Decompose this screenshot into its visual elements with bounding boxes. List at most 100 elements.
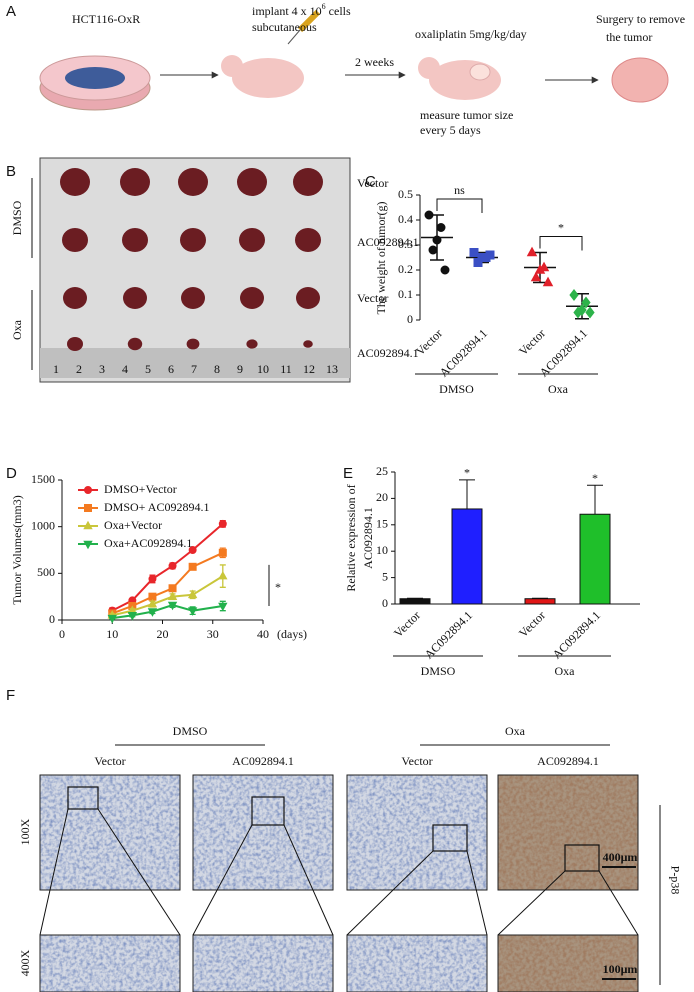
point bbox=[569, 288, 579, 302]
point bbox=[187, 589, 198, 599]
y-tick-label: 25 bbox=[376, 464, 388, 478]
zoom-line bbox=[497, 870, 566, 936]
error-bar bbox=[459, 479, 475, 509]
tumor bbox=[178, 168, 208, 196]
group-label: Oxa bbox=[548, 382, 569, 396]
legend-marker bbox=[84, 486, 92, 494]
x-tick-label: Vector bbox=[516, 608, 548, 640]
zoom-box bbox=[432, 824, 468, 852]
column-label: AC092894.1 bbox=[232, 754, 294, 768]
cells bbox=[65, 67, 125, 89]
schematic: HCT116-OxR implant 4 x 106 cells subcuta… bbox=[39, 2, 685, 137]
bar bbox=[399, 598, 431, 605]
zoom-line bbox=[283, 824, 334, 936]
point bbox=[581, 296, 591, 309]
surgery: the tumor bbox=[606, 30, 652, 44]
ihc-frame bbox=[192, 774, 334, 891]
x-tick-label: AC092894.1 bbox=[437, 326, 491, 380]
ihc-frame bbox=[346, 774, 488, 891]
ruler-number: 11 bbox=[280, 362, 292, 376]
tumor bbox=[186, 338, 200, 350]
column-label: AC092894.1 bbox=[537, 754, 599, 768]
point bbox=[218, 602, 228, 612]
point bbox=[526, 246, 538, 257]
zoom-line bbox=[97, 808, 181, 936]
tumor bbox=[60, 168, 90, 196]
interval: 2 weeks bbox=[355, 55, 394, 69]
point bbox=[573, 306, 583, 319]
ihc-texture bbox=[498, 775, 638, 890]
tumor bbox=[239, 228, 265, 252]
point bbox=[147, 608, 158, 617]
ihc-texture bbox=[40, 935, 180, 992]
y-tick-label: 0 bbox=[407, 312, 413, 326]
tumor bbox=[123, 287, 147, 309]
y-tick-label: 1000 bbox=[31, 518, 55, 532]
magnification: 100X bbox=[18, 818, 32, 845]
annotation: * bbox=[275, 580, 281, 594]
point bbox=[485, 250, 495, 260]
tumor bbox=[611, 57, 669, 103]
y-tick-label: 0.1 bbox=[398, 287, 413, 301]
tumor bbox=[67, 337, 83, 351]
mouse bbox=[232, 58, 304, 98]
point bbox=[167, 601, 178, 611]
panel-label: A bbox=[6, 3, 16, 20]
point bbox=[107, 614, 117, 624]
bar bbox=[524, 598, 556, 605]
zoom-box bbox=[251, 796, 285, 826]
annotation: ns bbox=[454, 183, 465, 197]
ruler bbox=[40, 348, 350, 378]
point bbox=[187, 607, 198, 616]
group-label: DMSO bbox=[439, 382, 474, 396]
annotation: * bbox=[464, 466, 470, 480]
implant-text: implant 4 x 106 cells bbox=[252, 2, 351, 18]
legend-label: Oxa+AC092894.1 bbox=[104, 536, 192, 550]
legend-marker bbox=[83, 520, 93, 530]
group-label: DMSO bbox=[10, 200, 24, 235]
implant-text-2: subcutaneous bbox=[252, 20, 317, 34]
treatment: oxaliplatin 5mg/kg/day bbox=[415, 27, 527, 41]
y-tick-label: 0.4 bbox=[398, 212, 413, 226]
panel-label: E bbox=[343, 465, 353, 482]
tumor bbox=[120, 168, 150, 196]
ruler-number: 3 bbox=[99, 362, 105, 376]
y-tick-label: 0.3 bbox=[398, 237, 413, 251]
x-axis-label: (days) bbox=[277, 627, 307, 641]
y-tick-label: 0 bbox=[49, 612, 55, 626]
y-axis-label: AC092894.1 bbox=[361, 507, 375, 569]
point bbox=[167, 591, 178, 600]
point bbox=[473, 258, 483, 267]
y-tick-label: 5 bbox=[382, 569, 388, 583]
x-tick-label: Vector bbox=[516, 326, 548, 358]
point bbox=[432, 235, 442, 245]
tumor bbox=[180, 228, 206, 252]
point bbox=[188, 546, 197, 554]
row-label: Vector bbox=[357, 176, 388, 190]
x-tick-label: AC092894.1 bbox=[550, 608, 604, 662]
ihc-frame bbox=[497, 934, 639, 992]
y-axis-label: Tumor Volumes(mm3) bbox=[10, 495, 24, 604]
ruler-number: 7 bbox=[191, 362, 197, 376]
y-tick-label: 0 bbox=[382, 596, 388, 610]
point bbox=[440, 265, 450, 275]
ihc-marker: P-p38 bbox=[668, 866, 682, 895]
point bbox=[168, 561, 177, 570]
ihc-frame bbox=[192, 934, 334, 992]
ruler-number: 13 bbox=[326, 362, 338, 376]
point bbox=[127, 612, 138, 621]
point bbox=[469, 248, 479, 257]
y-axis-label: Relative expression of bbox=[344, 484, 358, 591]
group-label: Oxa bbox=[555, 664, 576, 678]
legend-label: DMSO+ AC092894.1 bbox=[104, 500, 209, 514]
legend-marker bbox=[83, 540, 93, 550]
ruler-number: 6 bbox=[168, 362, 174, 376]
scale-label: 100μm bbox=[603, 962, 638, 976]
surgery: Surgery to remove bbox=[596, 12, 685, 26]
x-tick-label: AC092894.1 bbox=[422, 608, 476, 662]
ihc-texture bbox=[40, 775, 180, 890]
ihc-texture bbox=[193, 775, 333, 890]
point bbox=[542, 276, 554, 287]
ruler-number: 8 bbox=[214, 362, 220, 376]
y-tick-label: 20 bbox=[376, 490, 388, 504]
